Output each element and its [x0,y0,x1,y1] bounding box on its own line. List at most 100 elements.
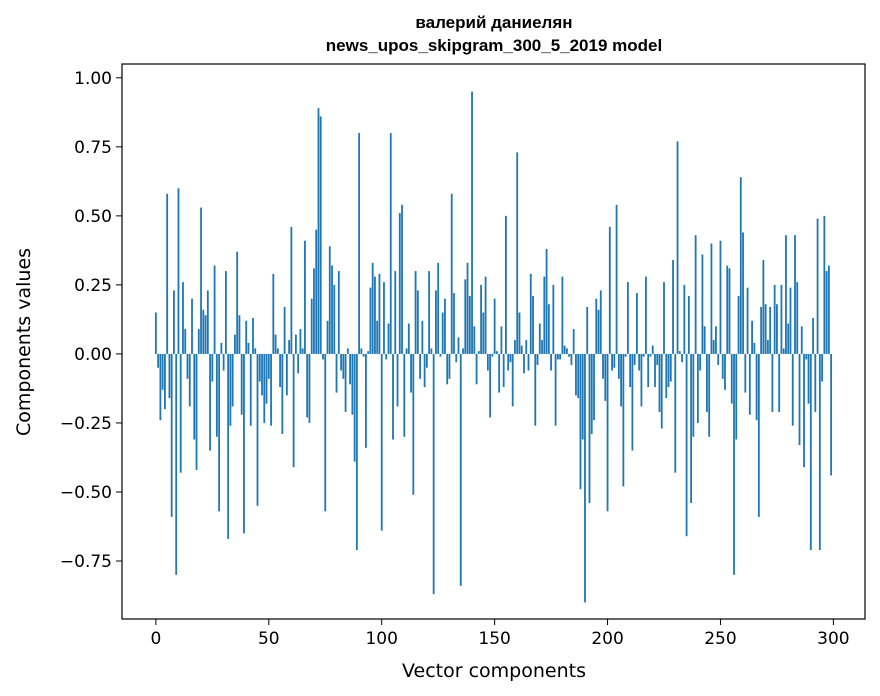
bar [520,345,523,354]
bar [294,334,297,354]
bar [331,265,333,354]
bar [188,353,191,407]
bar [550,353,552,371]
bar [279,353,281,388]
bar [509,353,512,363]
bar [773,284,776,354]
bar [355,353,358,550]
bar [380,353,383,531]
chart-title-line-1: валерий даниелян [415,13,572,32]
bar [243,353,245,534]
bar [554,353,557,426]
bar [656,353,659,365]
bar [175,353,178,575]
bar [333,284,336,354]
bar [224,271,227,354]
bar [794,235,796,354]
bar [615,204,618,354]
bar [604,353,607,401]
bar [606,353,609,512]
bar [159,353,162,421]
bar [493,298,496,354]
bar [206,290,209,354]
bar [791,353,794,426]
bar [412,353,415,495]
bar [584,353,586,603]
bar [755,353,758,421]
bar [378,273,381,354]
bar [276,348,279,354]
bar [778,353,781,412]
bar [193,353,196,440]
bar [376,320,379,354]
x-tick-label: 150 [478,629,510,649]
bar [593,353,595,421]
bar [425,353,428,368]
bar [830,353,833,476]
bar [265,353,268,404]
bar [299,329,302,354]
bar [486,353,489,371]
bar [663,282,665,354]
bar [638,353,641,371]
bar [349,353,351,385]
bar [166,193,169,354]
bar [649,353,652,357]
bar [229,353,232,426]
bar [430,348,433,354]
bar [629,353,632,388]
bar [202,309,205,354]
bar [586,306,589,354]
bar [757,353,760,517]
x-tick-label: 100 [365,629,397,649]
bar [471,91,473,354]
bar [435,290,437,354]
bar [703,326,706,354]
bar [403,353,406,437]
bar [154,312,157,354]
bar [416,290,419,354]
bar [694,235,697,354]
bar [317,108,320,354]
bar [721,353,724,379]
bar [624,353,627,357]
bar [676,141,679,354]
bar [197,329,200,354]
bar [556,353,559,360]
bar [529,273,532,354]
bar [516,152,519,354]
bar [335,353,338,393]
bar [809,353,812,550]
bar [304,240,306,354]
bar [495,351,498,354]
bar [502,353,505,388]
bar [448,353,451,379]
bar [182,282,184,354]
bar [563,345,566,354]
bar [419,353,422,379]
bar [523,353,525,374]
bar [642,353,645,357]
bar [157,353,160,368]
bar [796,282,799,354]
bar [258,353,261,382]
bar [692,353,695,437]
bar [231,353,234,407]
bar [353,353,356,462]
bar [261,353,263,396]
y-ticks-group: −0.75 −0.50 −0.25 0.00 0.25 0.50 0.75 1.00 [60,69,122,572]
bar [432,353,435,595]
bar [547,304,550,354]
bar [678,351,681,354]
bar [631,353,634,451]
bar [536,353,539,365]
bar [301,348,304,354]
bar [236,251,239,354]
bar [394,271,397,354]
bar [812,318,814,354]
bar [651,345,654,354]
bar [764,304,767,354]
bar [340,353,342,371]
bar [285,353,288,396]
bar [213,265,216,354]
